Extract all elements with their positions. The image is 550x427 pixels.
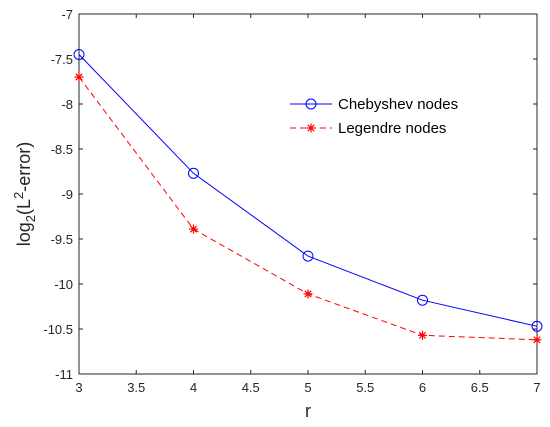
y-tick-label: -10.5: [43, 322, 73, 337]
x-axis-ticks: 3 3.5 4 4.5 5 5.5 6 6.5 7: [75, 14, 541, 395]
x-tick-label: 5.5: [356, 380, 374, 395]
x-tick-label: 5: [304, 380, 311, 395]
series-layer: [73, 49, 543, 345]
legend: Chebyshev nodes Legendre nodes: [290, 96, 458, 137]
y-axis-label: log2(L2-error): [11, 142, 38, 247]
star-stroke: [533, 336, 541, 344]
plot-area: [78, 13, 538, 375]
star-stroke: [304, 290, 312, 298]
legend-marker-legendre: [306, 123, 316, 133]
x-tick-label: 3.5: [127, 380, 145, 395]
legend-star-icon: [306, 123, 316, 133]
axes-box: [78, 13, 538, 375]
y-axis-label-subscript: 2: [23, 215, 38, 222]
y-axis-label-rest: -error): [14, 142, 34, 192]
x-tick-label: 6.5: [471, 380, 489, 395]
series-chebyshev: [73, 49, 543, 332]
data-point-legendre: [418, 330, 427, 340]
data-point-chebyshev: [302, 250, 314, 262]
series-legendre: [74, 72, 542, 345]
x-tick-label: 7: [533, 380, 540, 395]
legend-label-chebyshev: Chebyshev nodes: [338, 96, 458, 113]
y-tick-label: -7: [61, 7, 73, 22]
y-tick-label: -8: [61, 97, 73, 112]
y-tick-label: -11: [55, 367, 73, 382]
data-point-chebyshev: [531, 320, 543, 332]
x-tick-label: 6: [419, 380, 426, 395]
x-tick-label: 3: [75, 380, 82, 395]
data-point-legendre: [532, 335, 542, 345]
y-tick-label: -8.5: [51, 142, 73, 157]
legend-marker-chebyshev: [305, 98, 317, 110]
star-stroke: [75, 73, 83, 81]
star-stroke: [307, 124, 315, 132]
star-stroke: [418, 331, 427, 339]
star-stroke: [189, 225, 198, 233]
y-axis-label-open: (L: [14, 199, 34, 215]
data-point-chebyshev: [417, 294, 428, 306]
y-tick-label: -7.5: [51, 52, 73, 67]
y-tick-label: -10: [54, 277, 73, 292]
series-line-chebyshev: [78, 54, 538, 327]
y-tick-label: -9.5: [51, 232, 73, 247]
x-axis-label: r: [305, 401, 311, 421]
x-tick-label: 4.5: [242, 380, 260, 395]
data-point-legendre: [74, 72, 84, 82]
data-point-legendre: [189, 224, 198, 234]
y-axis-ticks: -7 -7.5 -8 -8.5 -9 -9.5 -10 -10.5 -11: [43, 7, 537, 382]
data-point-legendre: [303, 289, 313, 299]
y-axis-label-superscript: 2: [11, 192, 26, 199]
x-tick-label: 4: [190, 380, 197, 395]
legend-label-legendre: Legendre nodes: [338, 120, 446, 137]
data-point-chebyshev: [73, 49, 85, 60]
data-point-chebyshev: [188, 167, 199, 179]
y-axis-label-prefix: log: [14, 222, 34, 246]
y-tick-label: -9: [61, 187, 73, 202]
